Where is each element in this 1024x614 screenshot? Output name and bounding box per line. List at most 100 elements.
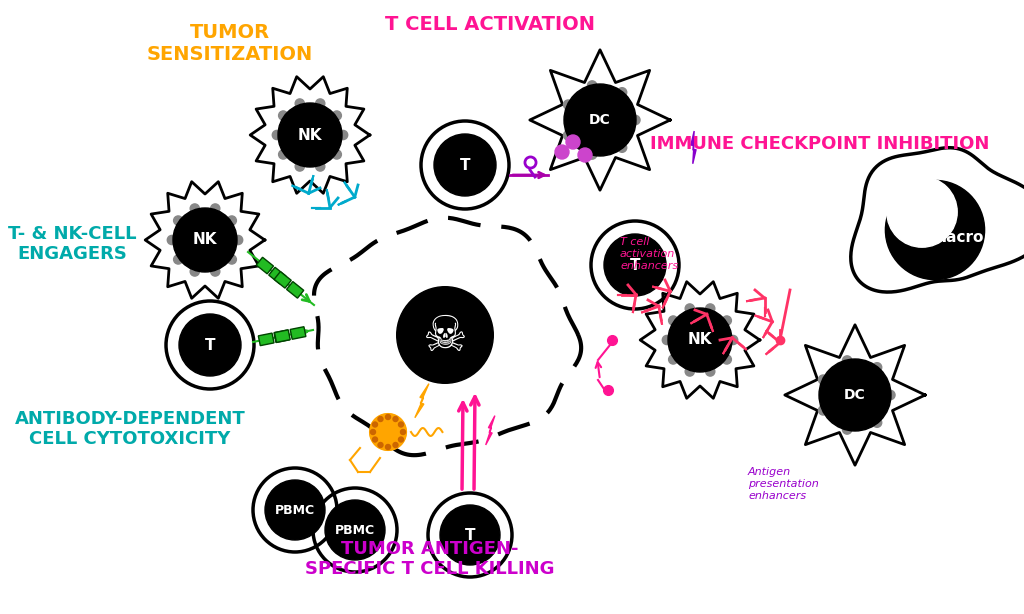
- Circle shape: [663, 335, 672, 344]
- Text: T CELL ACTIVATION: T CELL ACTIVATION: [385, 15, 595, 34]
- Polygon shape: [370, 414, 406, 450]
- Circle shape: [279, 150, 288, 159]
- Bar: [287, 282, 304, 298]
- Circle shape: [631, 115, 640, 125]
- Circle shape: [227, 255, 237, 264]
- Bar: [258, 333, 274, 346]
- Circle shape: [279, 111, 288, 120]
- Circle shape: [428, 493, 512, 577]
- Circle shape: [190, 204, 200, 213]
- Circle shape: [332, 150, 341, 159]
- Circle shape: [400, 430, 406, 435]
- Text: T cell
activation
enhancers: T cell activation enhancers: [620, 238, 678, 271]
- Circle shape: [166, 301, 254, 389]
- Circle shape: [669, 355, 678, 364]
- Circle shape: [174, 255, 183, 264]
- Circle shape: [685, 304, 694, 313]
- Circle shape: [843, 425, 852, 434]
- Circle shape: [843, 356, 852, 365]
- Circle shape: [315, 99, 325, 108]
- Circle shape: [421, 121, 509, 209]
- Circle shape: [253, 468, 337, 552]
- Circle shape: [179, 314, 241, 376]
- Circle shape: [818, 375, 827, 384]
- Circle shape: [563, 100, 572, 109]
- Circle shape: [174, 216, 183, 225]
- Polygon shape: [415, 384, 429, 418]
- Circle shape: [398, 437, 403, 442]
- Circle shape: [722, 355, 731, 364]
- Text: ☠: ☠: [423, 313, 467, 361]
- Circle shape: [227, 216, 237, 225]
- Circle shape: [315, 162, 325, 171]
- Circle shape: [819, 359, 891, 431]
- Circle shape: [588, 81, 597, 90]
- Text: DC: DC: [844, 388, 866, 402]
- Circle shape: [434, 134, 496, 196]
- Circle shape: [278, 103, 342, 167]
- Text: IMMUNE CHECKPOINT INHIBITION: IMMUNE CHECKPOINT INHIBITION: [650, 135, 989, 153]
- Polygon shape: [851, 148, 1024, 292]
- Circle shape: [440, 505, 500, 565]
- Circle shape: [295, 162, 304, 171]
- Circle shape: [728, 335, 737, 344]
- Circle shape: [886, 391, 895, 400]
- Circle shape: [295, 99, 304, 108]
- Circle shape: [668, 308, 732, 372]
- Bar: [274, 330, 290, 343]
- Circle shape: [604, 234, 666, 296]
- Polygon shape: [145, 182, 265, 298]
- Text: NK: NK: [688, 333, 713, 348]
- Bar: [290, 327, 306, 340]
- Text: PBMC: PBMC: [335, 524, 375, 537]
- Circle shape: [722, 316, 731, 325]
- Circle shape: [313, 488, 397, 572]
- Circle shape: [872, 363, 882, 372]
- Text: TUMOR
SENSITIZATION: TUMOR SENSITIZATION: [146, 23, 313, 64]
- Circle shape: [373, 422, 378, 427]
- Circle shape: [566, 135, 580, 149]
- Circle shape: [685, 367, 694, 376]
- Text: NK: NK: [193, 233, 217, 247]
- Text: T: T: [205, 338, 215, 352]
- Circle shape: [669, 316, 678, 325]
- Polygon shape: [529, 50, 670, 190]
- Circle shape: [378, 443, 383, 448]
- Circle shape: [173, 208, 237, 272]
- Polygon shape: [250, 77, 370, 193]
- Circle shape: [371, 430, 376, 435]
- Polygon shape: [640, 282, 760, 398]
- Circle shape: [706, 304, 715, 313]
- Text: Antigen
presentation
enhancers: Antigen presentation enhancers: [748, 467, 819, 500]
- Circle shape: [818, 406, 827, 415]
- Circle shape: [265, 480, 325, 540]
- Circle shape: [617, 88, 627, 97]
- Polygon shape: [314, 218, 582, 455]
- Text: Macro: Macro: [932, 230, 984, 246]
- Circle shape: [339, 130, 348, 139]
- Circle shape: [617, 143, 627, 152]
- Circle shape: [211, 267, 220, 276]
- Bar: [268, 267, 286, 284]
- Circle shape: [872, 418, 882, 427]
- Circle shape: [588, 150, 597, 159]
- Text: PBMC: PBMC: [274, 503, 315, 516]
- Circle shape: [272, 130, 282, 139]
- Text: T: T: [465, 527, 475, 543]
- Text: TUMOR ANTIGEN-
SPECIFIC T CELL KILLING: TUMOR ANTIGEN- SPECIFIC T CELL KILLING: [305, 540, 555, 578]
- Text: T: T: [460, 158, 470, 173]
- Text: ANTIBODY-DEPENDENT
CELL CYTOTOXICITY: ANTIBODY-DEPENDENT CELL CYTOTOXICITY: [14, 410, 246, 448]
- Circle shape: [396, 287, 494, 383]
- Circle shape: [332, 111, 341, 120]
- Text: T- & NK-CELL
ENGAGERS: T- & NK-CELL ENGAGERS: [8, 225, 136, 263]
- Circle shape: [555, 145, 569, 159]
- Circle shape: [398, 422, 403, 427]
- Circle shape: [190, 267, 200, 276]
- Polygon shape: [485, 416, 495, 445]
- Circle shape: [591, 221, 679, 309]
- Circle shape: [563, 131, 572, 140]
- Text: T: T: [630, 257, 640, 273]
- Polygon shape: [784, 325, 926, 465]
- Circle shape: [385, 414, 390, 419]
- Bar: [274, 271, 291, 288]
